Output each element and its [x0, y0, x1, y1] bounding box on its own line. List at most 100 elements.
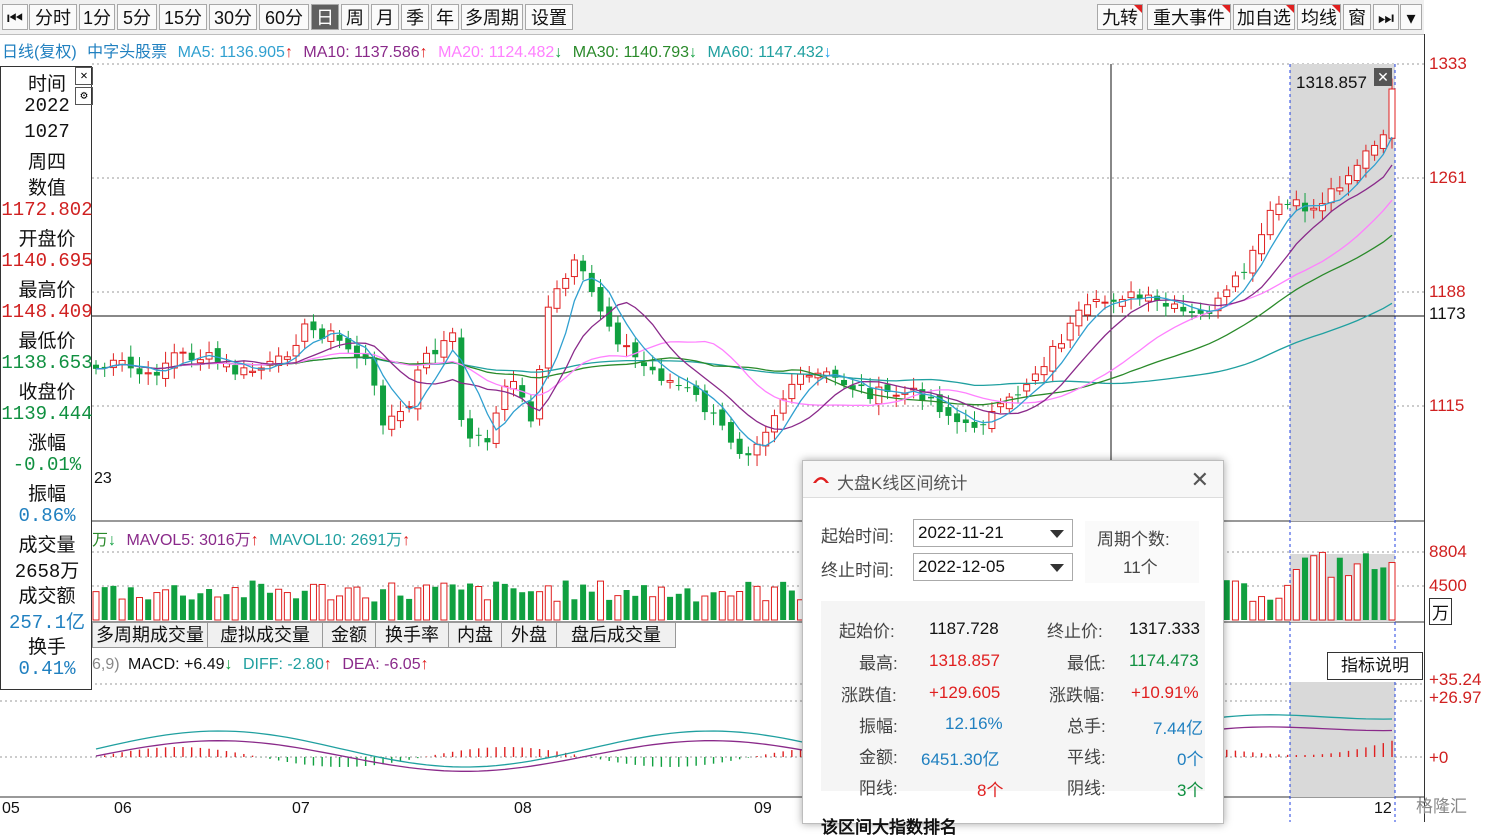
tab-day[interactable]: 日 [311, 4, 339, 30]
candle-body [684, 387, 691, 389]
volume-tick: 4500 [1429, 576, 1467, 595]
volume-bar [440, 582, 448, 621]
volume-bar [397, 595, 404, 620]
candle-body [1075, 309, 1083, 327]
volume-bar [736, 590, 744, 621]
candle-body [1040, 366, 1048, 376]
candle-body [292, 344, 300, 357]
tab-1min[interactable]: 1分 [79, 4, 115, 30]
candle-body [1318, 203, 1326, 212]
tab-5min[interactable]: 5分 [117, 4, 157, 30]
macd-tick: +26.97 [1429, 688, 1482, 707]
tab-week[interactable]: 周 [341, 4, 369, 30]
volume-bar [1380, 567, 1387, 620]
volume-bar [762, 600, 770, 621]
tab-inner[interactable]: 内盘 [449, 623, 502, 647]
stat-flat-label: 平线: [1067, 748, 1106, 767]
candle-body [93, 364, 99, 369]
close-icon[interactable]: ✕ [75, 67, 93, 85]
tab-outer[interactable]: 外盘 [502, 623, 557, 647]
end-time-select[interactable]: 2022-12-05 [913, 553, 1073, 581]
tab-multi-period-volume[interactable]: 多周期成交量 [93, 623, 208, 647]
volume-bar [179, 595, 186, 620]
tab-turnover[interactable]: 换手率 [376, 623, 449, 647]
add-watchlist-button[interactable]: 加自选 [1233, 4, 1295, 30]
stat-low-label: 最低: [1067, 654, 1106, 673]
tab-30min[interactable]: 30分 [209, 4, 257, 30]
tab-15min[interactable]: 15分 [159, 4, 207, 30]
ma-button[interactable]: 均线 [1297, 4, 1341, 30]
tab-season[interactable]: 季 [401, 4, 429, 30]
candle-body [405, 406, 413, 409]
volume-bar [223, 594, 230, 620]
volume-bar [249, 580, 256, 620]
app-logo-icon [813, 477, 829, 483]
candle-body [1066, 322, 1074, 341]
stat-open-value: 1187.728 [929, 619, 999, 638]
volume-bar [1302, 557, 1309, 620]
year-value: 2022 [24, 95, 70, 117]
major-events-button[interactable]: 重大事件 [1147, 4, 1231, 30]
candle-body [1336, 187, 1344, 192]
watermark-logo: 格隆汇 [1416, 797, 1467, 816]
macd-params: 6,9) [92, 656, 120, 673]
candle-body [832, 369, 839, 378]
price-tick: 1188 [1429, 282, 1466, 301]
tab-virtual-volume[interactable]: 虚拟成交量 [208, 623, 323, 647]
volume-unit-fragment: 万 [92, 532, 109, 549]
volume-bar [1336, 557, 1343, 620]
tab-year[interactable]: 年 [431, 4, 459, 30]
close-icon[interactable]: ✕ [1190, 467, 1209, 492]
candle-body [1266, 209, 1274, 236]
volume-unit: 万 [1429, 598, 1452, 625]
macd-legend: 6,9) MACD: +6.49↓ DIFF: -2.80↑ DEA: -6.0… [92, 656, 429, 674]
chevron-down-icon [1050, 530, 1064, 538]
volume-bar [710, 592, 717, 620]
tab-after-hours-volume[interactable]: 盘后成交量 [571, 625, 661, 645]
tab-multi-period[interactable]: 多周期 [461, 4, 523, 30]
start-time-select[interactable]: 2022-11-21 [913, 519, 1073, 547]
indicator-help-button[interactable]: 指标说明 [1327, 652, 1423, 680]
tab-month[interactable]: 月 [371, 4, 399, 30]
volume-bar [753, 585, 761, 621]
volume-tick: 8804 [1429, 542, 1467, 561]
candle-body [1180, 306, 1187, 312]
macd-value: MACD: +6.49 [128, 656, 225, 673]
volume-bar [596, 580, 604, 621]
candle-body [136, 368, 143, 375]
volume-bar [519, 592, 526, 620]
volume-label: 成交量 [18, 535, 76, 557]
price-tick: 1115 [1429, 396, 1465, 415]
candle-body [1084, 304, 1092, 316]
candle-body [501, 385, 509, 410]
volume-bar [1327, 576, 1335, 621]
ma10-line [95, 164, 1393, 431]
volume-bar [344, 587, 352, 621]
last-page-icon[interactable]: ⏭ [1373, 4, 1399, 30]
volume-legend: 万↓ MAVOL5: 3016万↑ MAVOL10: 2691万↑ [92, 526, 410, 550]
close-range-icon[interactable]: ✕ [1374, 68, 1392, 86]
candle-body [980, 424, 987, 426]
chart-mode-label[interactable]: 日线(复权) [2, 44, 77, 61]
volume-bar [1318, 551, 1326, 621]
open-value: 1140.695 [1, 250, 93, 272]
candle-body [588, 272, 595, 293]
volume-bar [667, 596, 674, 620]
tab-fenshi[interactable]: 分时 [29, 4, 77, 30]
dropdown-chevron-icon[interactable]: ▾ [1400, 4, 1422, 30]
candle-body [109, 359, 117, 369]
candle-body [196, 359, 204, 364]
first-page-icon[interactable]: ⏮ [2, 4, 28, 30]
gear-icon[interactable]: ⚙ [75, 87, 93, 105]
up-arrow-icon: ↑ [250, 532, 259, 549]
candle-body [570, 259, 578, 278]
candle-body [779, 398, 787, 414]
volume-bar [127, 587, 134, 620]
window-button[interactable]: 窗 [1343, 4, 1371, 30]
tab-60min[interactable]: 60分 [259, 4, 309, 30]
down-arrow-icon: ↓ [224, 656, 233, 673]
settings-button[interactable]: 设置 [525, 4, 573, 30]
tab-amount[interactable]: 金额 [323, 623, 376, 647]
dialog-titlebar[interactable]: 大盘K线区间统计 ✕ [803, 461, 1223, 498]
jiuzhuan-button[interactable]: 九转 [1097, 4, 1143, 30]
